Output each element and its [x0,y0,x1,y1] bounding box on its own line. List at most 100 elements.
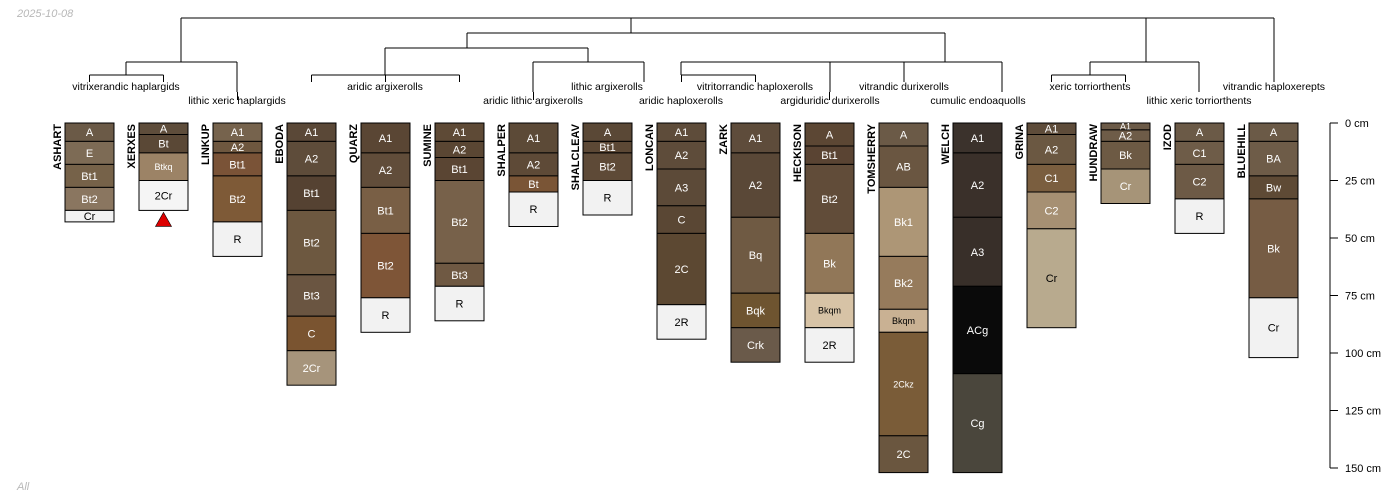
profile-name: HUNDRAW [1088,123,1100,181]
taxon-label: argiduridic durixerolls [780,95,879,107]
horizon-label: R [456,299,464,311]
horizon-label: 2R [822,340,836,352]
profile-name: SHALPER [496,124,508,177]
horizon-rect [1026,134,1077,165]
horizon-label: A [1270,127,1278,139]
truncation-marker [154,211,173,227]
profile-grina: GRINA A1 A2 C1 C2 Cr [1014,122,1077,329]
horizon-label: 2Ckz [893,379,914,389]
profile-name: GRINA [1014,124,1026,160]
horizon-rect [138,152,189,181]
horizon-label: Bt2 [377,261,394,273]
profile-welch: WELCH A1 A2 A3 ACg Cg [940,122,1003,474]
horizon-rect [286,315,337,352]
profile-bluehill: BLUEHILL A BA Bw Bk Cr [1236,122,1299,359]
horizon-label: C2 [1044,205,1058,217]
horizon-label: Bt3 [303,290,320,302]
horizon-label: Bt2 [229,194,246,206]
horizon-rect [286,175,337,211]
profile-izod: IZOD A C1 C2 R [1162,122,1225,234]
horizon-rect [804,292,855,329]
horizon-label: Bk1 [894,217,913,229]
horizon-label: Bt1 [451,164,468,176]
horizon-label: 2Cr [155,190,173,202]
horizon-label: ACg [967,325,988,337]
profile-name: XERXES [126,124,138,169]
horizon-label: Bt2 [81,194,98,206]
horizon-rect [730,292,781,329]
horizon-rect [1026,228,1077,329]
horizon-label: A [604,127,612,139]
horizon-label: A [1196,127,1204,139]
horizon-label: Bt1 [377,205,394,217]
horizon-label: A3 [971,247,984,259]
profile-name: LONCAN [644,124,656,171]
horizon-label: BA [1266,154,1281,166]
horizon-rect [212,221,263,257]
taxa-labels: vitrixerandic haplargids lithic xeric hap… [72,81,1325,107]
depth-axis: 0 cm 25 cm 50 cm 75 cm 100 cm 125 cm 150 cm [1329,118,1381,475]
horizon-label: A3 [675,182,688,194]
taxon-label: xeric torriorthents [1049,81,1130,93]
horizon-rect [64,209,115,223]
horizon-rect [952,216,1003,287]
horizon-label: R [234,234,242,246]
horizon-label: Cr [1268,323,1280,335]
horizon-label: 2C [674,264,688,276]
profile-name: BLUEHILL [1236,124,1248,179]
dendrogram [89,17,1275,100]
profile-name: EBODA [274,124,286,164]
horizon-label: Cg [970,418,984,430]
horizon-label: A [160,124,168,136]
horizon-label: A [86,127,94,139]
horizon-rect [360,122,411,154]
horizon-label: C2 [1192,177,1206,189]
horizon-label: Bk2 [894,278,913,290]
taxon-label: vitrandic haploxerepts [1223,81,1325,93]
profile-quarz: QUARZ A1 A2 Bt1 Bt2 R [348,122,411,333]
horizon-rect [878,186,929,257]
horizon-label: Bt [528,179,538,191]
tick-label: 50 cm [1345,233,1375,245]
horizon-label: A [826,129,834,141]
horizon-label: A1 [1045,124,1058,136]
horizon-label: Btkq [154,162,172,172]
horizon-rect [656,168,707,207]
horizon-label: Bt2 [599,162,616,174]
horizon-label: A1 [971,133,984,145]
horizon-label: Bk [1267,243,1280,255]
tick-label: 75 cm [1345,291,1375,303]
horizon-rect [1248,198,1299,299]
horizon-rect [730,152,781,218]
profile-name: LINKUP [200,124,212,165]
horizon-label: C1 [1192,148,1206,160]
horizon-label: A1 [305,127,318,139]
horizon-rect [878,145,929,188]
taxon-label: cumulic endoaquolls [930,95,1025,107]
horizon-label: A1 [675,127,688,139]
horizon-label: A2 [453,144,466,156]
horizon-rect [804,327,855,363]
footer-label: All [17,481,30,493]
horizon-rect [952,373,1003,474]
taxon-label: vitrixerandic haplargids [72,81,179,93]
profile-eboda: EBODA A1 A2 Bt1 Bt2 Bt3 C 2Cr [274,122,337,386]
horizon-label: Bt1 [821,150,838,162]
truncation-markers [154,211,173,227]
horizon-label: A2 [971,180,984,192]
horizon-label: Bt2 [303,238,320,250]
horizon-rect [360,297,411,333]
tick-label: 0 cm [1345,118,1369,130]
horizon-label: A2 [1045,144,1058,156]
profile-shalper: SHALPER A1 A2 Bt R [496,122,559,227]
horizon-rect [952,122,1003,154]
horizon-label: R [382,310,390,322]
tick-label: 150 cm [1345,463,1381,475]
horizon-rect [434,285,485,322]
horizon-label: A1 [527,133,540,145]
profile-name: TOMSHERRY [866,123,878,193]
horizon-label: Bt [158,139,168,151]
